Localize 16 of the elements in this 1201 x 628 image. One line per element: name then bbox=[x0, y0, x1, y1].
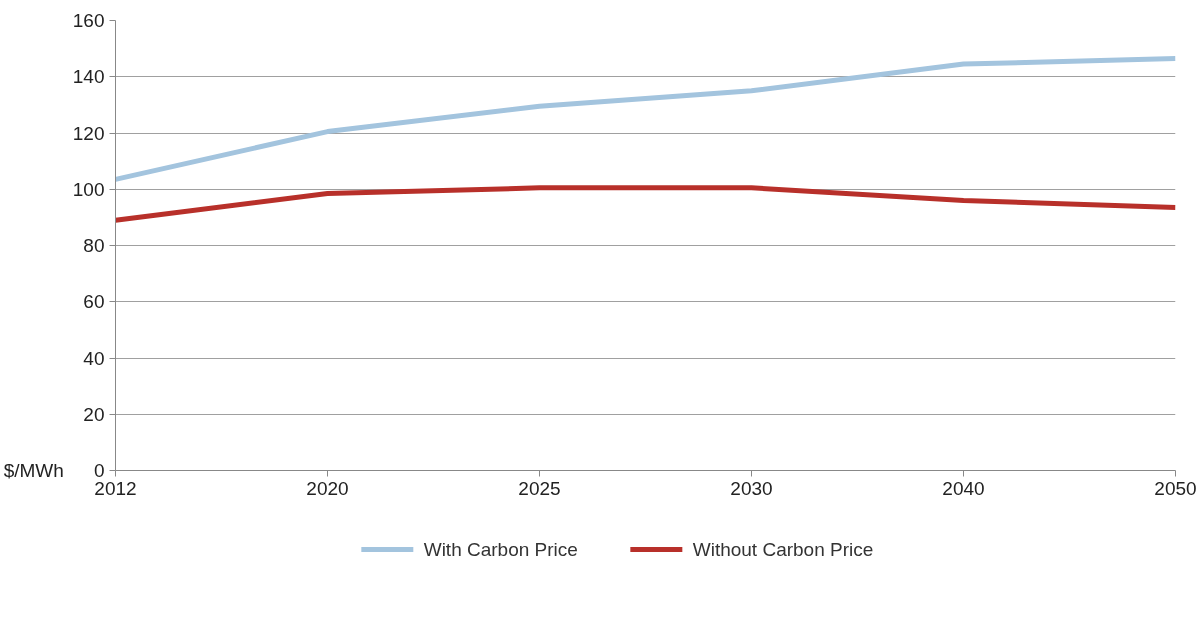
y-tick-label: 60 bbox=[83, 291, 105, 313]
legend-label: With Carbon Price bbox=[423, 539, 578, 560]
x-tick-label: 2025 bbox=[518, 477, 561, 499]
y-tick-label: 20 bbox=[83, 403, 105, 425]
y-tick-label: 160 bbox=[72, 10, 105, 31]
x-tick-label: 2050 bbox=[1154, 477, 1197, 499]
y-tick-label: 120 bbox=[72, 122, 105, 144]
x-tick-label: 2020 bbox=[306, 477, 349, 499]
y-tick-label: 100 bbox=[72, 178, 105, 200]
y-tick-label: 80 bbox=[83, 235, 105, 256]
x-tick-label: 2030 bbox=[730, 477, 773, 499]
y-tick-label: 140 bbox=[72, 66, 105, 88]
y-axis-title: $/MWh bbox=[3, 460, 64, 481]
x-tick-label: 2040 bbox=[942, 477, 985, 499]
legend-label: Without Carbon Price bbox=[692, 539, 874, 560]
y-tick-label: 40 bbox=[83, 347, 105, 369]
